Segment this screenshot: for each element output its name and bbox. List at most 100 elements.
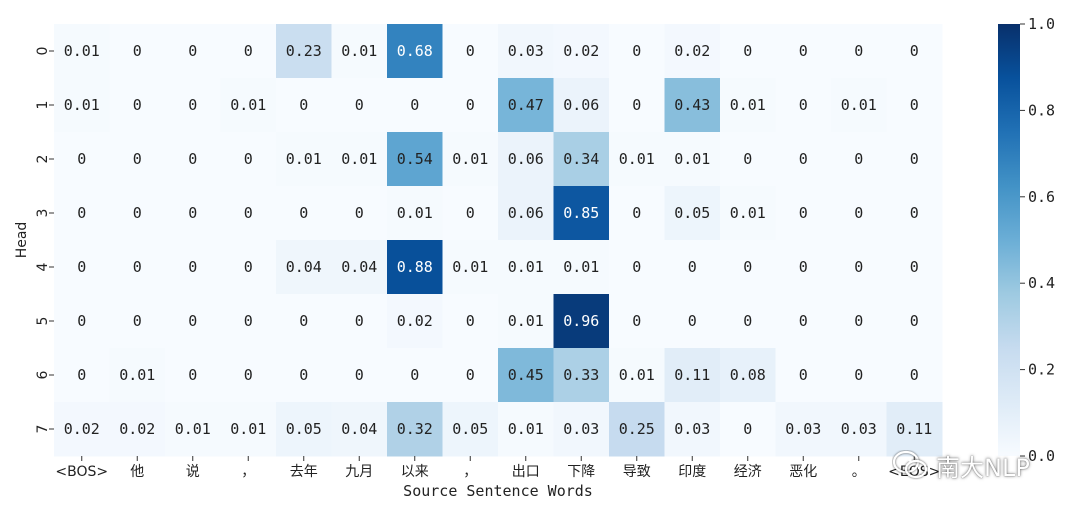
x-tick-label: <EOS> bbox=[888, 464, 940, 480]
y-tick-label: 1 bbox=[35, 101, 51, 110]
heatmap-cell bbox=[553, 132, 610, 187]
heatmap-cell-label: 0 bbox=[910, 204, 919, 222]
heatmap-cell-label: 0 bbox=[133, 312, 142, 330]
x-tick-label: 他 bbox=[130, 464, 144, 480]
heatmap-cell-label: 0 bbox=[299, 204, 308, 222]
heatmap-cell-label: 0 bbox=[188, 150, 197, 168]
heatmap-cell-label: 0.23 bbox=[286, 42, 322, 60]
heatmap-cell-label: 0.47 bbox=[508, 96, 544, 114]
heatmap-cell-label: 0 bbox=[799, 258, 808, 276]
heatmap-cell bbox=[276, 240, 332, 295]
heatmap-cell-label: 0.01 bbox=[119, 366, 155, 384]
heatmap-cell bbox=[498, 24, 554, 79]
heatmap-cell-label: 0.03 bbox=[508, 42, 544, 60]
heatmap-cell bbox=[276, 348, 332, 403]
heatmap-cell-label: 0 bbox=[910, 258, 919, 276]
heatmap-cell bbox=[54, 402, 110, 457]
heatmap-cell-label: 0.25 bbox=[619, 420, 655, 438]
heatmap-cell bbox=[442, 132, 499, 187]
heatmap-cell bbox=[220, 240, 277, 295]
heatmap-cell bbox=[442, 240, 499, 295]
heatmap-cell bbox=[720, 132, 776, 187]
heatmap-cell bbox=[886, 78, 943, 133]
heatmap-cell bbox=[498, 348, 554, 403]
heatmap-cell bbox=[664, 186, 721, 241]
heatmap-cell-label: 0.96 bbox=[563, 312, 599, 330]
colorbar-tick-label: 0.8 bbox=[1028, 101, 1055, 119]
heatmap-cell bbox=[331, 348, 388, 403]
y-tick-label: 4 bbox=[35, 262, 51, 271]
heatmap-cell-label: 0.02 bbox=[119, 420, 155, 438]
heatmap-cell-label: 0.45 bbox=[508, 366, 544, 384]
heatmap-cell-label: 0 bbox=[632, 258, 641, 276]
heatmap-cell bbox=[54, 78, 110, 133]
heatmap-cell-label: 0 bbox=[299, 312, 308, 330]
heatmap-cell-label: 0.01 bbox=[341, 42, 377, 60]
heatmap-cell bbox=[498, 78, 554, 133]
heatmap-cell bbox=[886, 294, 943, 349]
x-tick-label: 九月 bbox=[345, 464, 373, 480]
heatmap-cell-label: 0 bbox=[188, 258, 197, 276]
heatmap-cell-label: 0 bbox=[743, 150, 752, 168]
heatmap-cell bbox=[609, 240, 665, 295]
heatmap-cell-label: 0.01 bbox=[674, 150, 710, 168]
heatmap-cell-label: 0.11 bbox=[896, 420, 932, 438]
heatmap-cell-label: 0.06 bbox=[563, 96, 599, 114]
heatmap-cell-label: 0.43 bbox=[674, 96, 710, 114]
heatmap-cell-label: 0 bbox=[632, 42, 641, 60]
heatmap-cell bbox=[331, 402, 388, 457]
heatmap-cell-label: 0.01 bbox=[841, 96, 877, 114]
heatmap-cell-labels: 0.01 0 0 0 0.23 0.01 0.68 0 0.03 0.02 0 0.02 0 0 0 0 0.0… bbox=[64, 42, 933, 438]
heatmap-cell-label: 0 bbox=[910, 366, 919, 384]
heatmap-cell-label: 0.01 bbox=[508, 312, 544, 330]
heatmap-cell-label: 0.05 bbox=[286, 420, 322, 438]
heatmap-cell bbox=[165, 294, 221, 349]
heatmap-cell bbox=[54, 348, 110, 403]
heatmap-cell bbox=[886, 24, 943, 79]
heatmap-cell bbox=[720, 294, 776, 349]
heatmap-cell-label: 0 bbox=[244, 366, 253, 384]
colorbar bbox=[998, 24, 1020, 456]
heatmap-cell-label: 0 bbox=[799, 204, 808, 222]
heatmap-cell-label: 0 bbox=[355, 204, 364, 222]
heatmap-cell-label: 0 bbox=[188, 366, 197, 384]
y-tick-label: 6 bbox=[35, 370, 51, 379]
heatmap-cell bbox=[664, 294, 721, 349]
heatmap-cell bbox=[109, 24, 166, 79]
heatmap-cell-label: 0.01 bbox=[175, 420, 211, 438]
heatmap-cell-label: 0.01 bbox=[397, 204, 433, 222]
heatmap-cell bbox=[498, 294, 554, 349]
heatmap-cell bbox=[720, 348, 776, 403]
heatmap-cell bbox=[664, 24, 721, 79]
heatmap-cell bbox=[831, 348, 887, 403]
heatmap-cell-label: 0 bbox=[854, 258, 863, 276]
heatmap-cell bbox=[886, 240, 943, 295]
heatmap-cell-label: 0 bbox=[854, 42, 863, 60]
heatmap-cell-label: 0 bbox=[244, 258, 253, 276]
heatmap-cell-label: 0 bbox=[799, 150, 808, 168]
heatmap-cell-label: 0 bbox=[410, 96, 419, 114]
heatmap-cell-label: 0 bbox=[188, 96, 197, 114]
x-tick-label: 去年 bbox=[290, 464, 318, 480]
heatmap-cell-label: 0 bbox=[910, 150, 919, 168]
heatmap-cell bbox=[276, 294, 332, 349]
heatmap-cell bbox=[664, 78, 721, 133]
x-tick-label: 印度 bbox=[678, 464, 706, 480]
heatmap-cell bbox=[276, 78, 332, 133]
heatmap-cell bbox=[609, 348, 665, 403]
heatmap-cell-label: 0 bbox=[743, 312, 752, 330]
heatmap-cell bbox=[220, 132, 277, 187]
heatmap-cell-label: 0 bbox=[77, 366, 86, 384]
x-tick-label: 。 bbox=[852, 464, 866, 480]
heatmap-cell bbox=[775, 132, 832, 187]
heatmap-cell-label: 0 bbox=[466, 204, 475, 222]
heatmap-cell bbox=[387, 132, 443, 187]
heatmap-cell bbox=[54, 186, 110, 241]
heatmap-cell bbox=[165, 402, 221, 457]
heatmap-cell-label: 0.02 bbox=[674, 42, 710, 60]
heatmap-cell-label: 0.01 bbox=[452, 258, 488, 276]
heatmap-cell bbox=[886, 186, 943, 241]
heatmap-cell-label: 0 bbox=[355, 366, 364, 384]
heatmap-cell-label: 0.03 bbox=[674, 420, 710, 438]
heatmap-cell-label: 0.04 bbox=[341, 258, 377, 276]
